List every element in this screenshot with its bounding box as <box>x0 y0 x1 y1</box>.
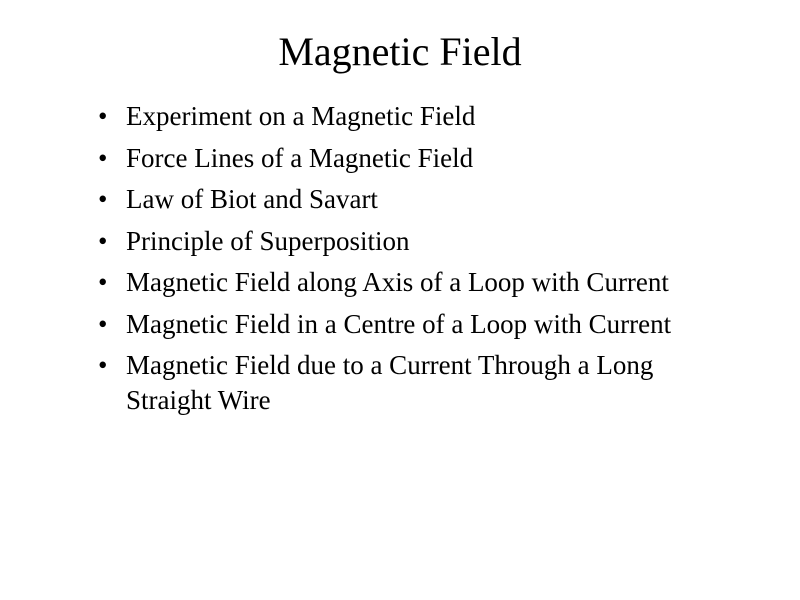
slide-container: Magnetic Field Experiment on a Magnetic … <box>0 0 800 600</box>
slide-title: Magnetic Field <box>70 28 730 75</box>
list-item: Magnetic Field due to a Current Through … <box>98 348 730 417</box>
bullet-list: Experiment on a Magnetic Field Force Lin… <box>70 99 730 417</box>
list-item: Law of Biot and Savart <box>98 182 730 217</box>
list-item: Principle of Superposition <box>98 224 730 259</box>
list-item: Magnetic Field along Axis of a Loop with… <box>98 265 730 300</box>
list-item: Magnetic Field in a Centre of a Loop wit… <box>98 307 730 342</box>
list-item: Experiment on a Magnetic Field <box>98 99 730 134</box>
list-item: Force Lines of a Magnetic Field <box>98 141 730 176</box>
